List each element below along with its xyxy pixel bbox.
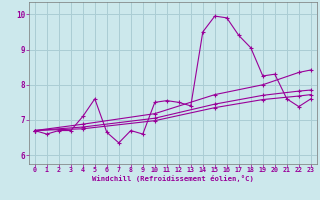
- X-axis label: Windchill (Refroidissement éolien,°C): Windchill (Refroidissement éolien,°C): [92, 175, 254, 182]
